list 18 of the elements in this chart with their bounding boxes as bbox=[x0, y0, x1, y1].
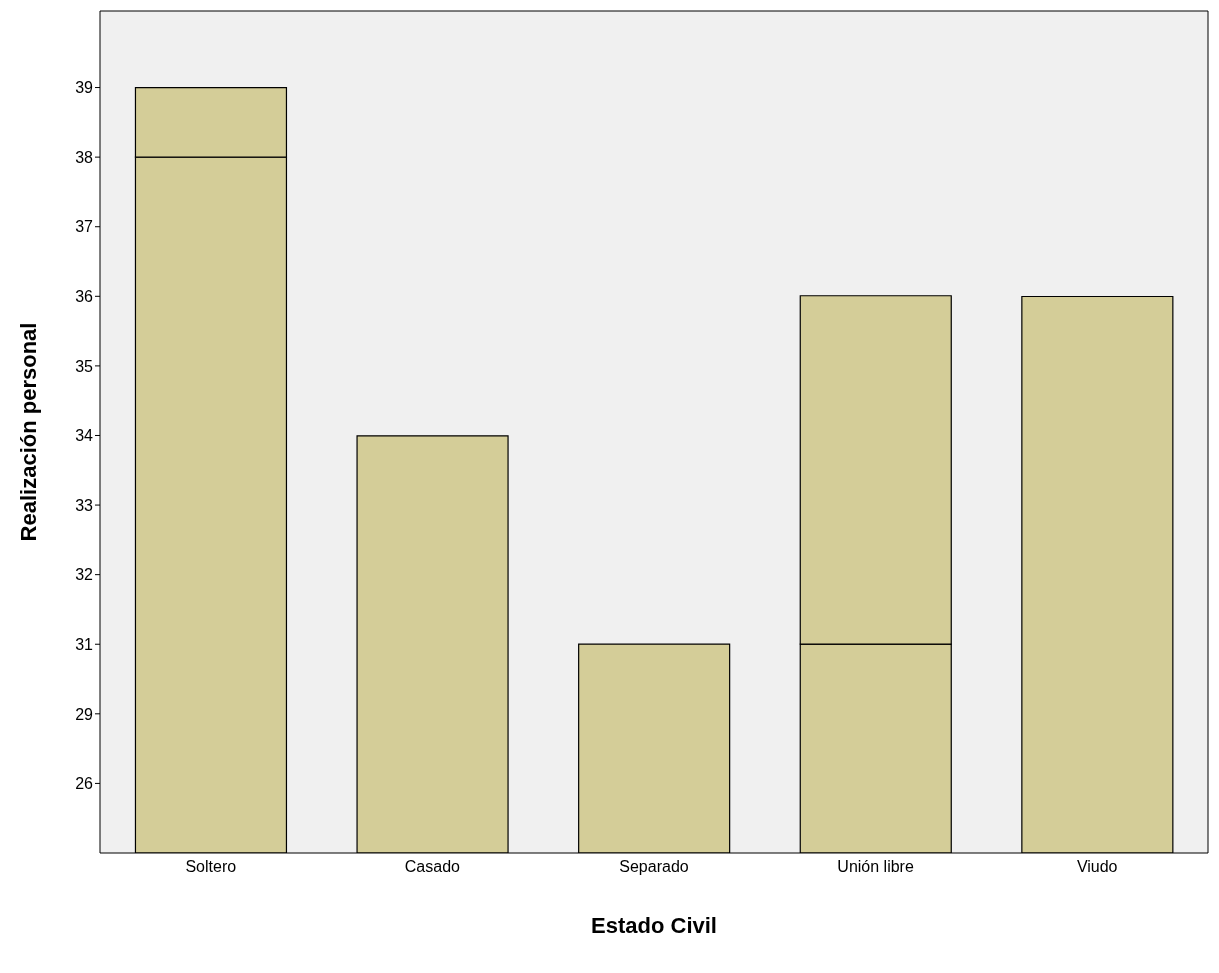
text: 26 bbox=[75, 775, 94, 793]
text: 35 bbox=[75, 357, 94, 375]
text: 33 bbox=[75, 496, 94, 514]
text: 34 bbox=[75, 427, 94, 445]
text: 39 bbox=[75, 79, 94, 97]
x-tick-label: Viudo bbox=[1076, 858, 1118, 876]
x-tick-label: Separado bbox=[619, 858, 689, 876]
text: 36 bbox=[75, 287, 94, 305]
text: 37 bbox=[75, 218, 94, 236]
x-axis-title: Estado Civil bbox=[591, 913, 717, 938]
y-axis-title: Realización personal bbox=[15, 322, 41, 542]
x-tick-label: Casado bbox=[404, 858, 461, 876]
text: 29 bbox=[75, 705, 94, 723]
x-tick-label: Unión libre bbox=[837, 858, 914, 876]
text: 32 bbox=[75, 566, 94, 584]
text: 31 bbox=[75, 635, 94, 653]
x-tick-label: Soltero bbox=[185, 858, 237, 876]
text: 38 bbox=[75, 148, 94, 166]
